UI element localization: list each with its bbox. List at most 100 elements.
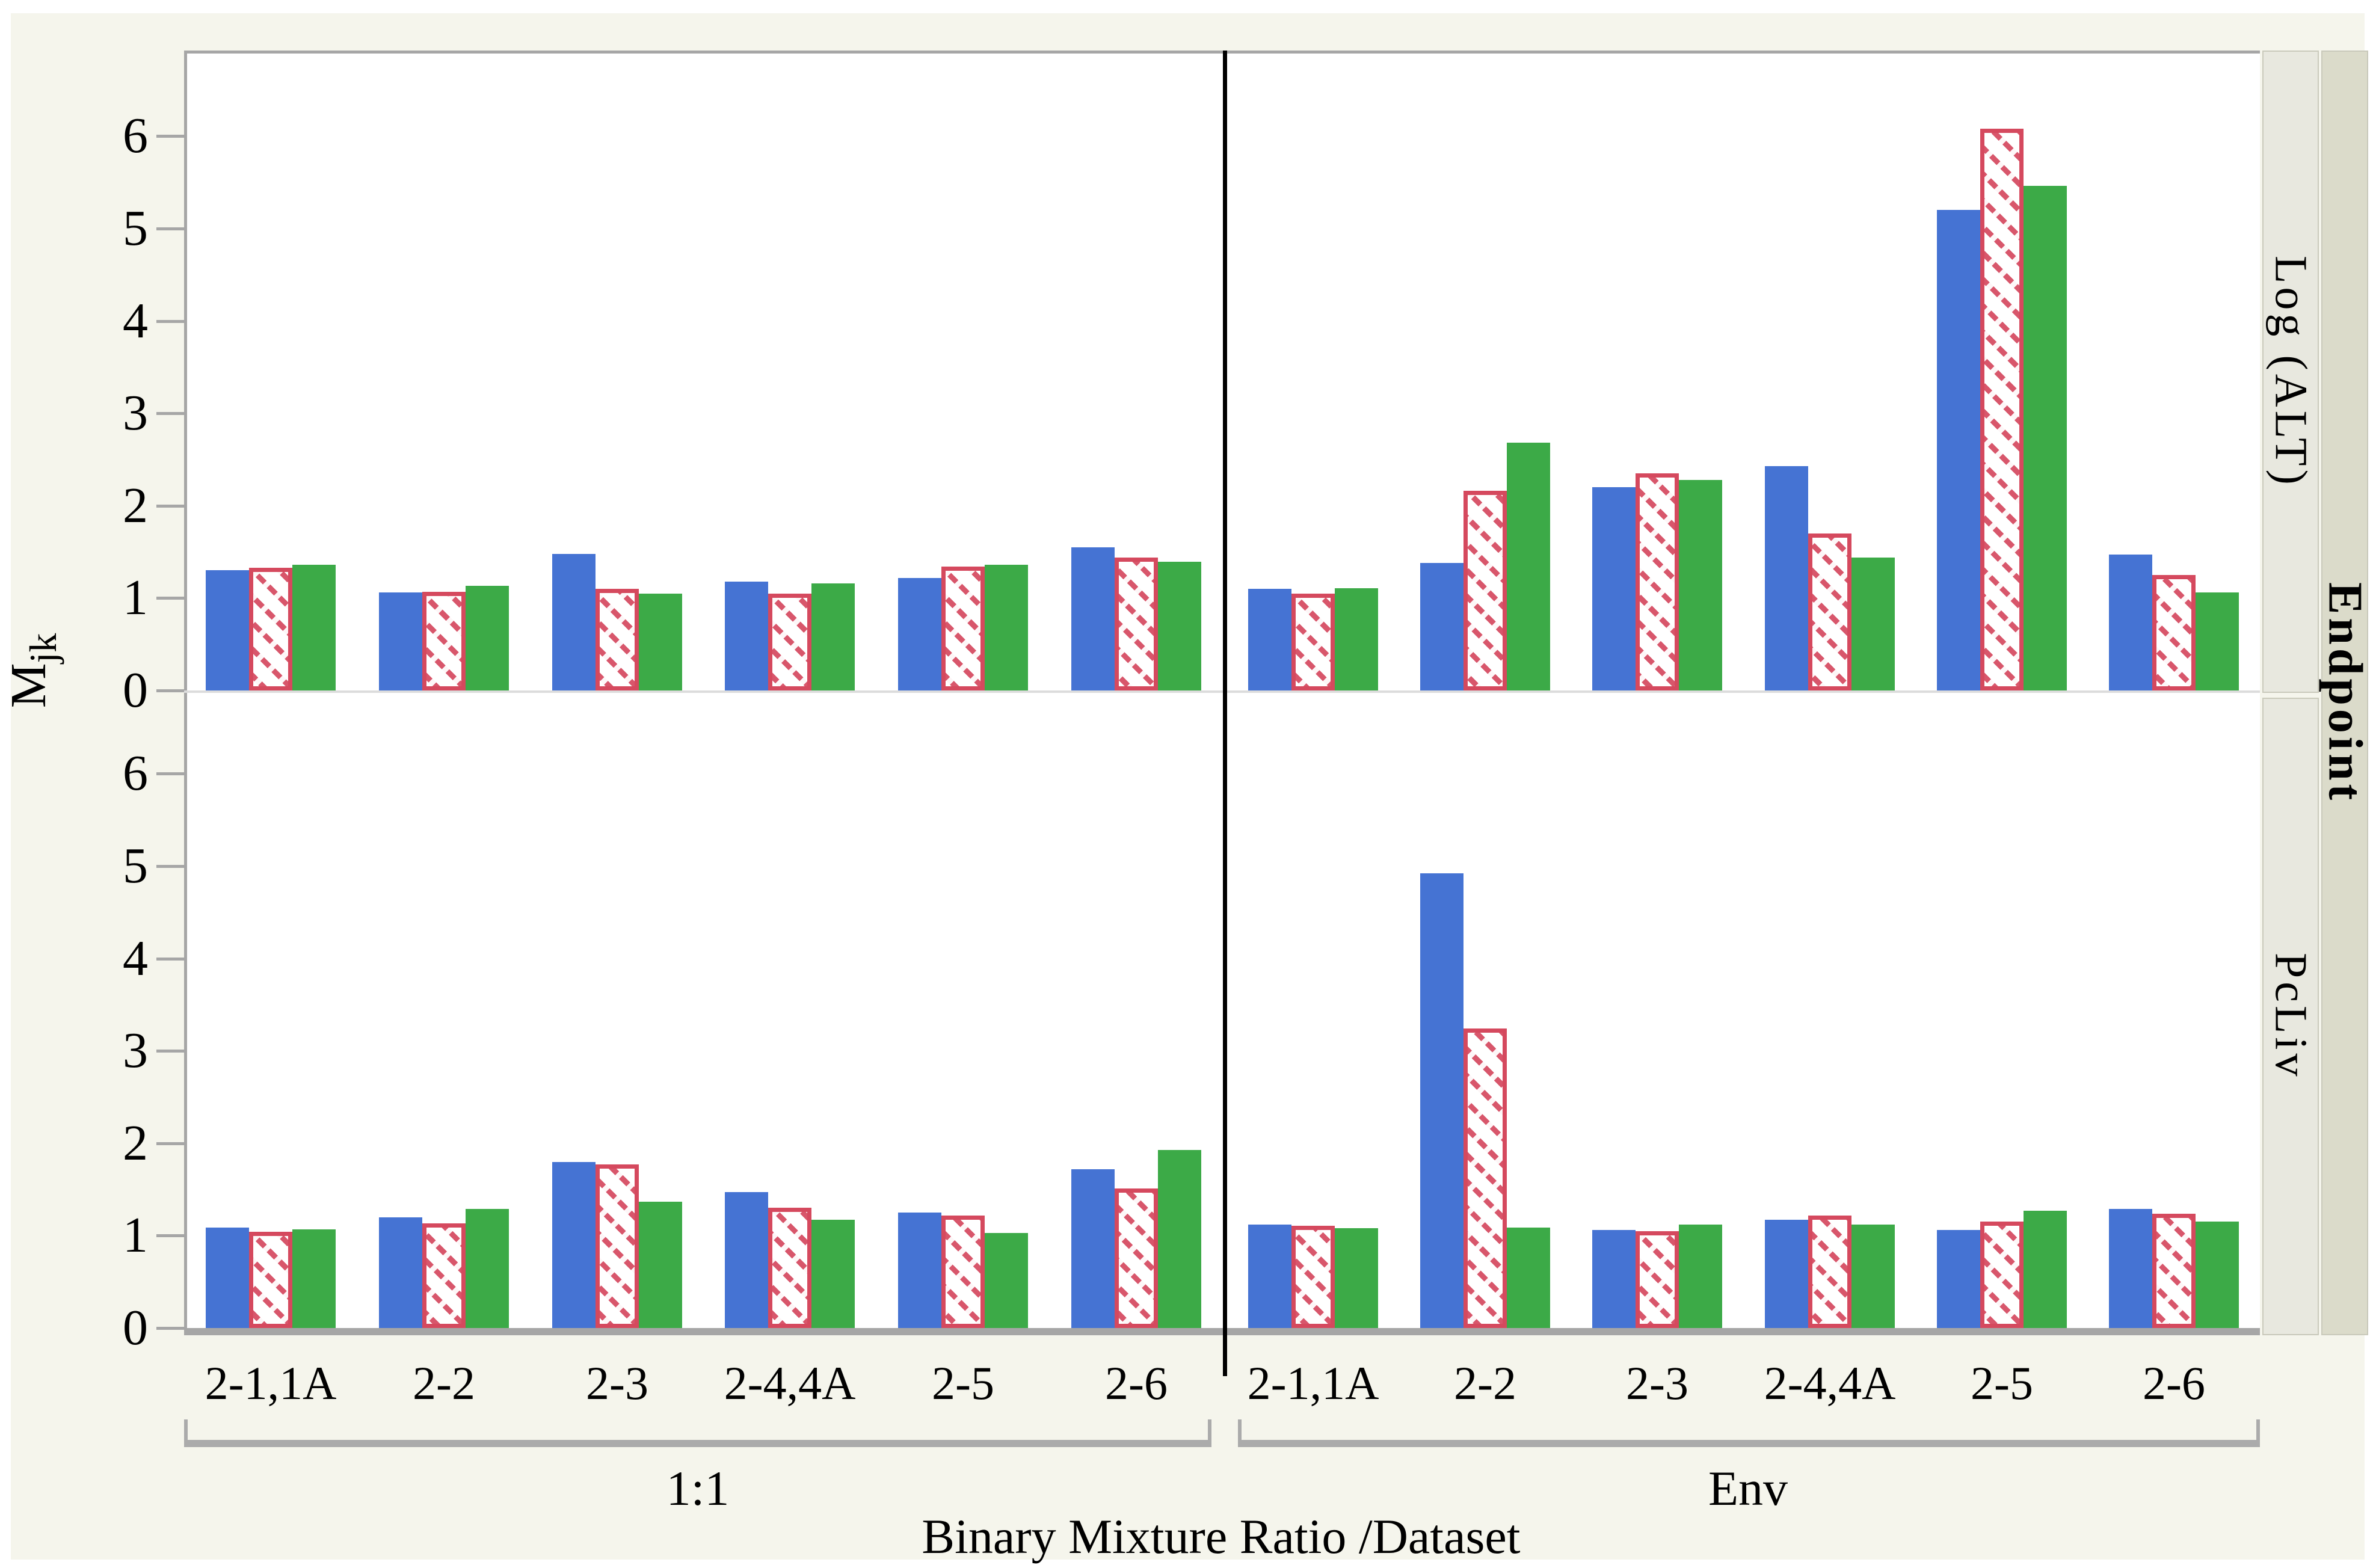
x-category-label: 2-4,4A: [1764, 1357, 1896, 1409]
bar-green-Env-2-4,4A: [1851, 558, 1895, 690]
bracket-cap: [1238, 1419, 1242, 1447]
bar-blue-1:1-2-2: [379, 592, 422, 690]
bracket-line-env: [1238, 1440, 2260, 1447]
x-category-label: 2-5: [1971, 1357, 2033, 1409]
y-axis-tick-label: 0: [123, 662, 148, 718]
y-axis-tick: [156, 412, 184, 416]
y-axis-tick: [156, 1050, 184, 1053]
bar-green-Env-2-6: [2196, 592, 2239, 690]
y-axis-tick-label: 2: [123, 477, 148, 533]
y-axis-tick: [156, 865, 184, 868]
x-axis-line: [184, 1328, 2260, 1335]
y-axis-title: Mjk: [0, 580, 66, 761]
bar-blue-1:1-2-3: [552, 554, 596, 690]
dataset-group-label-env: Env: [1708, 1461, 1788, 1516]
x-category-label: 2-2: [413, 1357, 475, 1409]
bar-blue-1:1-2-3: [552, 1162, 596, 1328]
x-category-label: 2-3: [586, 1357, 648, 1409]
bar-blue-1:1-2-1,1A: [206, 570, 249, 690]
bar-red-hatched-1:1-2-6: [1115, 558, 1158, 690]
bar-blue-Env-2-1,1A: [1248, 589, 1291, 690]
x-category-label: 2-1,1A: [205, 1357, 337, 1409]
bar-red-hatched-1:1-2-4,4A: [768, 1208, 811, 1328]
bar-blue-Env-2-3: [1592, 1230, 1636, 1328]
bar-red-hatched-Env-2-6: [2152, 575, 2196, 690]
bar-red-hatched-1:1-2-3: [596, 1164, 639, 1328]
bar-blue-Env-2-5: [1937, 210, 1980, 690]
row-strip-log-alt: Log (ALT): [2262, 51, 2319, 693]
bar-green-1:1-2-1,1A: [292, 565, 336, 690]
bracket-cap: [1208, 1419, 1211, 1447]
bar-green-Env-2-2: [1507, 443, 1550, 690]
bracket-line-1to1: [184, 1440, 1211, 1447]
bar-green-1:1-2-3: [639, 1202, 682, 1328]
bar-red-hatched-Env-2-3: [1636, 473, 1679, 690]
y-axis-tick: [156, 504, 184, 508]
y-axis-tick: [156, 135, 184, 138]
bar-green-1:1-2-1,1A: [292, 1229, 336, 1328]
bar-blue-1:1-2-5: [898, 1213, 941, 1328]
bar-green-1:1-2-4,4A: [811, 1220, 855, 1328]
bar-red-hatched-1:1-2-5: [941, 1216, 985, 1328]
y-axis-tick-label: 3: [123, 385, 148, 441]
bar-red-hatched-1:1-2-2: [422, 592, 466, 690]
bar-green-Env-2-6: [2196, 1222, 2239, 1328]
x-category-label: 2-1,1A: [1247, 1357, 1379, 1409]
y-axis-title-main: M: [1, 663, 57, 709]
panel-divider-line: [1223, 51, 1227, 1376]
outer-strip-endpoint: Endpoint: [2318, 51, 2372, 1335]
y-axis-tick-label: 0: [123, 1300, 148, 1356]
bar-red-hatched-Env-2-4,4A: [1808, 533, 1851, 690]
y-axis-tick-label: 4: [123, 292, 148, 349]
bar-green-1:1-2-5: [985, 1233, 1028, 1328]
bar-green-Env-2-3: [1679, 1225, 1722, 1328]
plot-area: [184, 51, 2260, 1335]
bar-blue-1:1-2-4,4A: [725, 582, 768, 690]
x-category-label: 2-2: [1454, 1357, 1516, 1409]
dataset-group-label-1to1: 1:1: [666, 1461, 730, 1516]
outer-strip-endpoint-label: Endpoint: [2318, 582, 2372, 804]
x-category-label: 2-6: [1105, 1357, 1168, 1409]
bar-green-Env-2-5: [2024, 1211, 2067, 1328]
bracket-cap: [2256, 1419, 2260, 1447]
bar-blue-Env-2-3: [1592, 487, 1636, 690]
row-strip-pcliv: PcLiv: [2262, 698, 2319, 1335]
y-axis-tick: [156, 227, 184, 230]
bar-red-hatched-1:1-2-5: [941, 567, 985, 690]
row-strip-pcliv-label: PcLiv: [2265, 953, 2316, 1080]
y-axis-tick-label: 3: [123, 1022, 148, 1079]
bar-blue-Env-2-6: [2109, 555, 2152, 690]
bar-green-1:1-2-2: [466, 586, 509, 690]
bar-green-Env-2-4,4A: [1851, 1225, 1895, 1328]
x-category-label: 2-5: [932, 1357, 994, 1409]
y-axis-tick: [156, 319, 184, 323]
bar-red-hatched-Env-2-4,4A: [1808, 1216, 1851, 1328]
bar-blue-Env-2-2: [1420, 563, 1464, 690]
y-axis-tick: [156, 597, 184, 600]
y-axis-tick-label: 1: [123, 1207, 148, 1264]
bar-green-Env-2-1,1A: [1335, 588, 1378, 690]
bar-blue-1:1-2-6: [1071, 1169, 1115, 1328]
y-axis-tick-label: 6: [123, 108, 148, 164]
x-axis-title: Binary Mixture Ratio /Dataset: [922, 1509, 1521, 1564]
bar-green-1:1-2-6: [1158, 1150, 1201, 1328]
bar-blue-1:1-2-5: [898, 578, 941, 690]
bar-red-hatched-1:1-2-1,1A: [249, 1232, 292, 1328]
y-axis-tick: [156, 689, 184, 692]
bar-blue-1:1-2-6: [1071, 547, 1115, 690]
y-axis-tick-label: 4: [123, 930, 148, 986]
bar-blue-Env-2-4,4A: [1765, 466, 1808, 690]
bar-red-hatched-1:1-2-3: [596, 589, 639, 690]
y-axis-tick: [156, 772, 184, 776]
bar-red-hatched-Env-2-2: [1464, 491, 1507, 690]
y-axis-tick: [156, 957, 184, 961]
bar-red-hatched-1:1-2-6: [1115, 1188, 1158, 1328]
x-category-label: 2-6: [2143, 1357, 2205, 1409]
y-axis-tick-label: 1: [123, 570, 148, 626]
bar-red-hatched-1:1-2-1,1A: [249, 568, 292, 690]
bar-blue-Env-2-4,4A: [1765, 1220, 1808, 1328]
bar-green-1:1-2-4,4A: [811, 583, 855, 690]
bar-green-1:1-2-3: [639, 594, 682, 690]
bar-red-hatched-Env-2-5: [1980, 129, 2024, 690]
